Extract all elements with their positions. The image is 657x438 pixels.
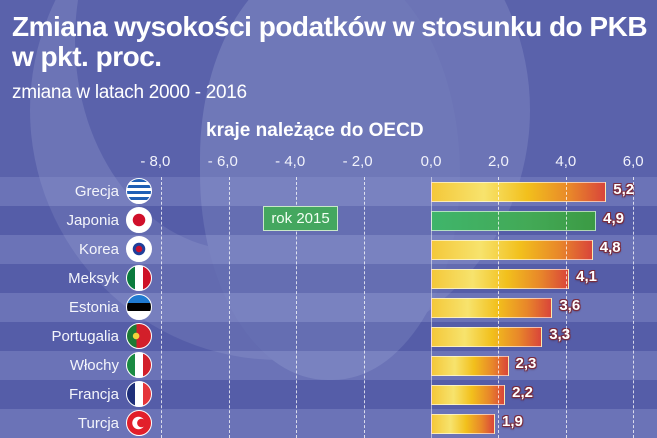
chart-row: Grecja 5,2 [0,177,657,206]
flag-icon [126,352,152,378]
flag-icon [126,294,152,320]
gridline [363,177,365,438]
bar [431,269,570,289]
bar [431,414,496,434]
category-label: Meksyk [68,270,119,287]
x-tick-label: - 8,0 [140,153,171,170]
x-tick-label: 6,0 [622,153,644,170]
chart-row: Włochy 2,3 [0,351,657,380]
value-label: 4,9 [603,210,624,227]
category-label: Turcja [77,415,119,432]
gridline [565,177,567,438]
value-label: 3,3 [549,326,571,343]
chart-title-text: kraje należące do OECD [206,120,424,141]
chart-row: Turcja 1,9 [0,409,657,438]
bar [431,356,509,376]
bar [431,385,506,405]
value-label: 5,2 [613,181,635,198]
x-tick-label: - 6,0 [207,153,238,170]
flag-icon [126,178,152,204]
x-tick-label: 0,0 [420,153,442,170]
value-label: 2,3 [515,355,537,372]
chart-row: Portugalia 3,3 [0,322,657,351]
x-tick-label: - 4,0 [275,153,306,170]
x-tick-label: - 2,0 [342,153,373,170]
value-label: 2,2 [512,384,533,401]
bar [431,327,543,347]
chart-row: Meksyk 4,1 [0,264,657,293]
x-axis-ticks: - 8,0 - 6,0 - 4,0 - 2,0 0,0 2,0 4,0 6,0 [0,153,657,173]
category-label: Korea [78,241,119,258]
chart-subtitle: zmiana w latach 2000 - 2016 [12,82,247,103]
value-label: 3,6 [559,297,581,314]
flag-icon [126,207,152,233]
category-label: Estonia [68,299,119,316]
zero-axis-line [431,177,432,438]
chart-row: Francja 2,2 [0,380,657,409]
flag-icon [126,236,152,262]
value-label: 4,8 [599,239,621,256]
bar [431,182,607,202]
value-label: 4,1 [576,268,598,285]
category-label: Grecja [74,183,119,200]
gridline [161,177,163,438]
gridline [633,177,635,438]
chart-row: Korea 4,8 [0,235,657,264]
bar [431,211,597,231]
value-label: 1,9 [502,413,523,430]
annotation-label: rok 2015 [263,206,338,231]
flag-icon [126,323,152,349]
flag-icon [126,410,152,436]
x-tick-label: 2,0 [487,153,509,170]
flag-icon [126,265,152,291]
chart-row: Estonia 3,6 [0,293,657,322]
x-tick-label: 4,0 [555,153,577,170]
category-label: Portugalia [51,328,119,345]
title-line-1: Zmiana wysokości podatków w stosunku do … [12,11,648,42]
flag-icon [126,381,152,407]
gridline [498,177,500,438]
bar [431,298,553,318]
category-label: Francja [68,386,119,403]
chart-main-title: Zmiana wysokości podatków w stosunku do … [12,11,648,72]
category-label: Włochy [69,357,119,374]
gridline [228,177,230,438]
category-label: Japonia [66,212,119,229]
gridline [296,177,298,438]
bar [431,240,593,260]
title-line-2: w pkt. proc. [12,41,162,72]
